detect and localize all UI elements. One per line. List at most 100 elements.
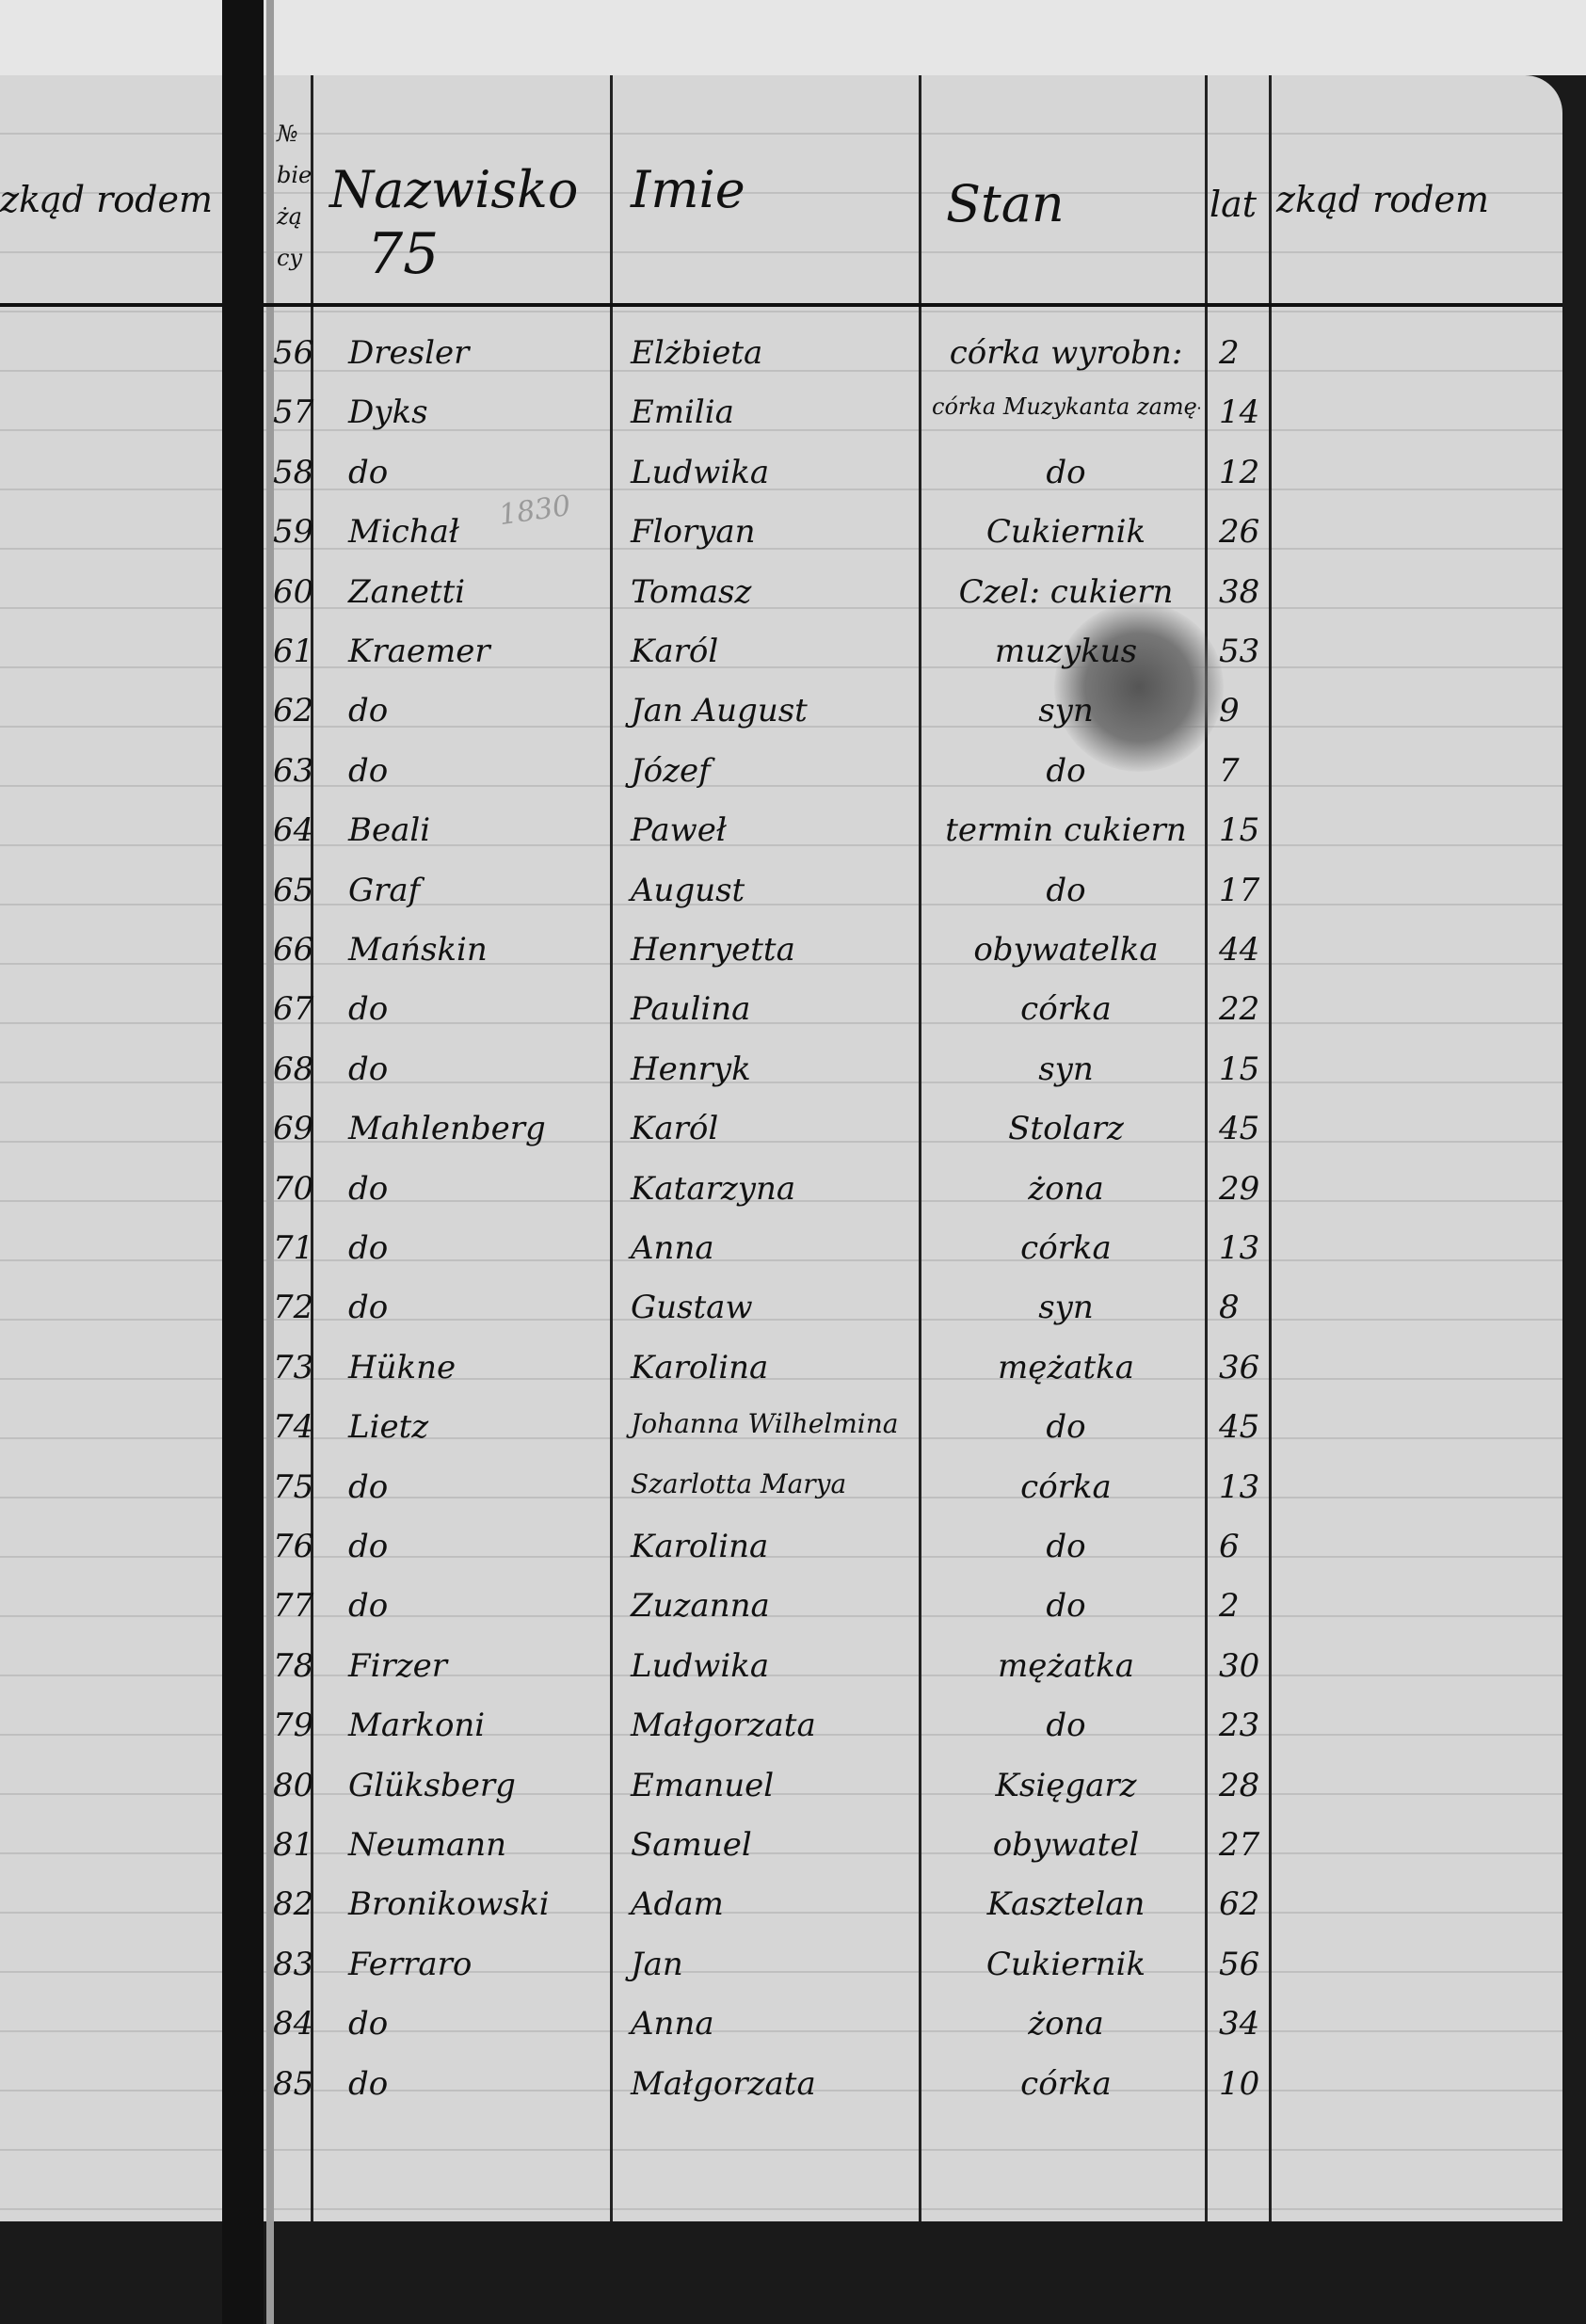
age-cell: 23 — [1219, 1707, 1260, 1745]
surname-cell: do — [348, 1169, 389, 1208]
age-cell: 30 — [1219, 1646, 1260, 1685]
row-number: 78 — [273, 1646, 314, 1685]
age-cell: 17 — [1219, 871, 1260, 909]
age-cell: 29 — [1219, 1169, 1260, 1208]
surname-cell: Mańskin — [348, 931, 488, 969]
age-cell: 6 — [1219, 1528, 1240, 1565]
surname-cell: Ferraro — [348, 1945, 473, 1983]
status-cell: Kasztelan — [986, 1885, 1145, 1924]
row-number: 81 — [273, 1826, 314, 1864]
row-number: 82 — [273, 1885, 314, 1924]
row-number: 56 — [273, 334, 314, 372]
age-cell: 7 — [1219, 751, 1240, 790]
age-cell: 45 — [1219, 1110, 1260, 1148]
surname-cell: Lietz — [348, 1408, 429, 1447]
book-binding — [222, 0, 264, 2324]
row-number: 84 — [273, 2005, 314, 2044]
surname-cell: Beali — [348, 811, 431, 850]
surname-cell: Bronikowski — [348, 1885, 550, 1924]
status-cell: do — [1046, 871, 1086, 909]
surname-cell: Kraemer — [348, 633, 490, 670]
surname-cell: Mahlenberg — [348, 1110, 546, 1148]
surname-cell: Zanetti — [348, 572, 466, 611]
row-number: 68 — [273, 1050, 314, 1088]
surname-cell: Dresler — [348, 334, 470, 372]
surname-cell: Firzer — [348, 1646, 448, 1685]
row-number: 61 — [273, 633, 314, 670]
row-number: 69 — [273, 1110, 314, 1148]
status-cell: do — [1046, 751, 1086, 790]
row-number: 71 — [273, 1229, 314, 1267]
surname-cell: do — [348, 2005, 389, 2044]
status-cell: syn — [1038, 1289, 1094, 1327]
row-number: 58 — [273, 453, 314, 491]
first-name-cell: Johanna Wilhelmina — [631, 1408, 899, 1440]
age-cell: 36 — [1219, 1348, 1260, 1386]
surname-header: Nazwisko — [329, 160, 579, 219]
row-number: 70 — [273, 1169, 314, 1208]
status-cell: córka — [1020, 990, 1112, 1029]
age-cell: 44 — [1219, 931, 1260, 969]
origin-header: zkąd rodem — [1276, 179, 1489, 220]
surname-cell: do — [348, 1528, 389, 1565]
status-cell: Stolarz — [1008, 1110, 1124, 1148]
first-name-cell: Józef — [631, 751, 711, 790]
age-cell: 12 — [1219, 453, 1260, 491]
age-header: lat — [1210, 184, 1258, 225]
first-name-cell: Ludwika — [631, 453, 770, 491]
row-number: 65 — [273, 871, 314, 909]
status-cell: syn — [1038, 692, 1094, 730]
age-cell: 2 — [1219, 1587, 1240, 1626]
surname-cell: Neumann — [348, 1826, 507, 1864]
status-cell: do — [1046, 453, 1086, 491]
row-number: 62 — [273, 692, 314, 730]
first-name-cell: Emilia — [631, 393, 734, 432]
first-name-cell: Karól — [631, 1110, 719, 1148]
age-cell: 45 — [1219, 1408, 1260, 1447]
row-number: 72 — [273, 1289, 314, 1327]
surname-cell: do — [348, 1467, 389, 1506]
age-cell: 2 — [1219, 334, 1240, 372]
page-note: 75 — [367, 221, 440, 287]
first-name-cell: Samuel — [631, 1826, 752, 1864]
status-cell: żona — [1028, 1169, 1104, 1208]
status-cell: córka — [1020, 2064, 1112, 2103]
row-number: 57 — [273, 393, 314, 432]
surname-cell: do — [348, 692, 389, 730]
first-name-cell: Henryetta — [631, 931, 795, 969]
first-name-cell: Małgorzata — [631, 1707, 816, 1745]
row-number: 75 — [273, 1467, 314, 1506]
surname-cell: do — [348, 1229, 389, 1267]
first-name-cell: Tomasz — [631, 572, 752, 611]
status-cell: do — [1046, 1707, 1086, 1745]
row-number: 74 — [273, 1408, 314, 1447]
first-name-cell: Paulina — [631, 990, 751, 1029]
first-name-cell: Paweł — [631, 811, 727, 850]
first-name-cell: Anna — [631, 1229, 714, 1267]
surname-cell: Markoni — [348, 1707, 486, 1745]
first-name-cell: August — [631, 871, 745, 909]
status-cell: Czel: cukiern — [958, 572, 1174, 611]
row-number: 76 — [273, 1528, 314, 1565]
row-number: 64 — [273, 811, 314, 850]
age-cell: 34 — [1219, 2005, 1260, 2044]
first-name-cell: Elżbieta — [631, 334, 763, 372]
surname-cell: Hükne — [348, 1348, 457, 1386]
row-number-header: № bie żą cy — [277, 120, 312, 271]
first-name-cell: Floryan — [631, 513, 756, 552]
column-divider — [311, 75, 313, 2221]
status-cell: obywatelka — [973, 931, 1159, 969]
first-name-cell: Karolina — [631, 1348, 769, 1386]
surname-cell: do — [348, 2064, 389, 2103]
binding-edge — [266, 0, 274, 2324]
row-number: 83 — [273, 1945, 314, 1983]
row-number: 63 — [273, 751, 314, 790]
age-cell: 53 — [1219, 633, 1260, 670]
age-cell: 14 — [1219, 393, 1260, 432]
surname-cell: Graf — [348, 871, 421, 909]
age-cell: 8 — [1219, 1289, 1240, 1327]
column-divider — [1205, 75, 1208, 2221]
status-cell: córka — [1020, 1467, 1112, 1506]
surname-cell: Glüksberg — [348, 1766, 516, 1804]
row-number: 80 — [273, 1766, 314, 1804]
